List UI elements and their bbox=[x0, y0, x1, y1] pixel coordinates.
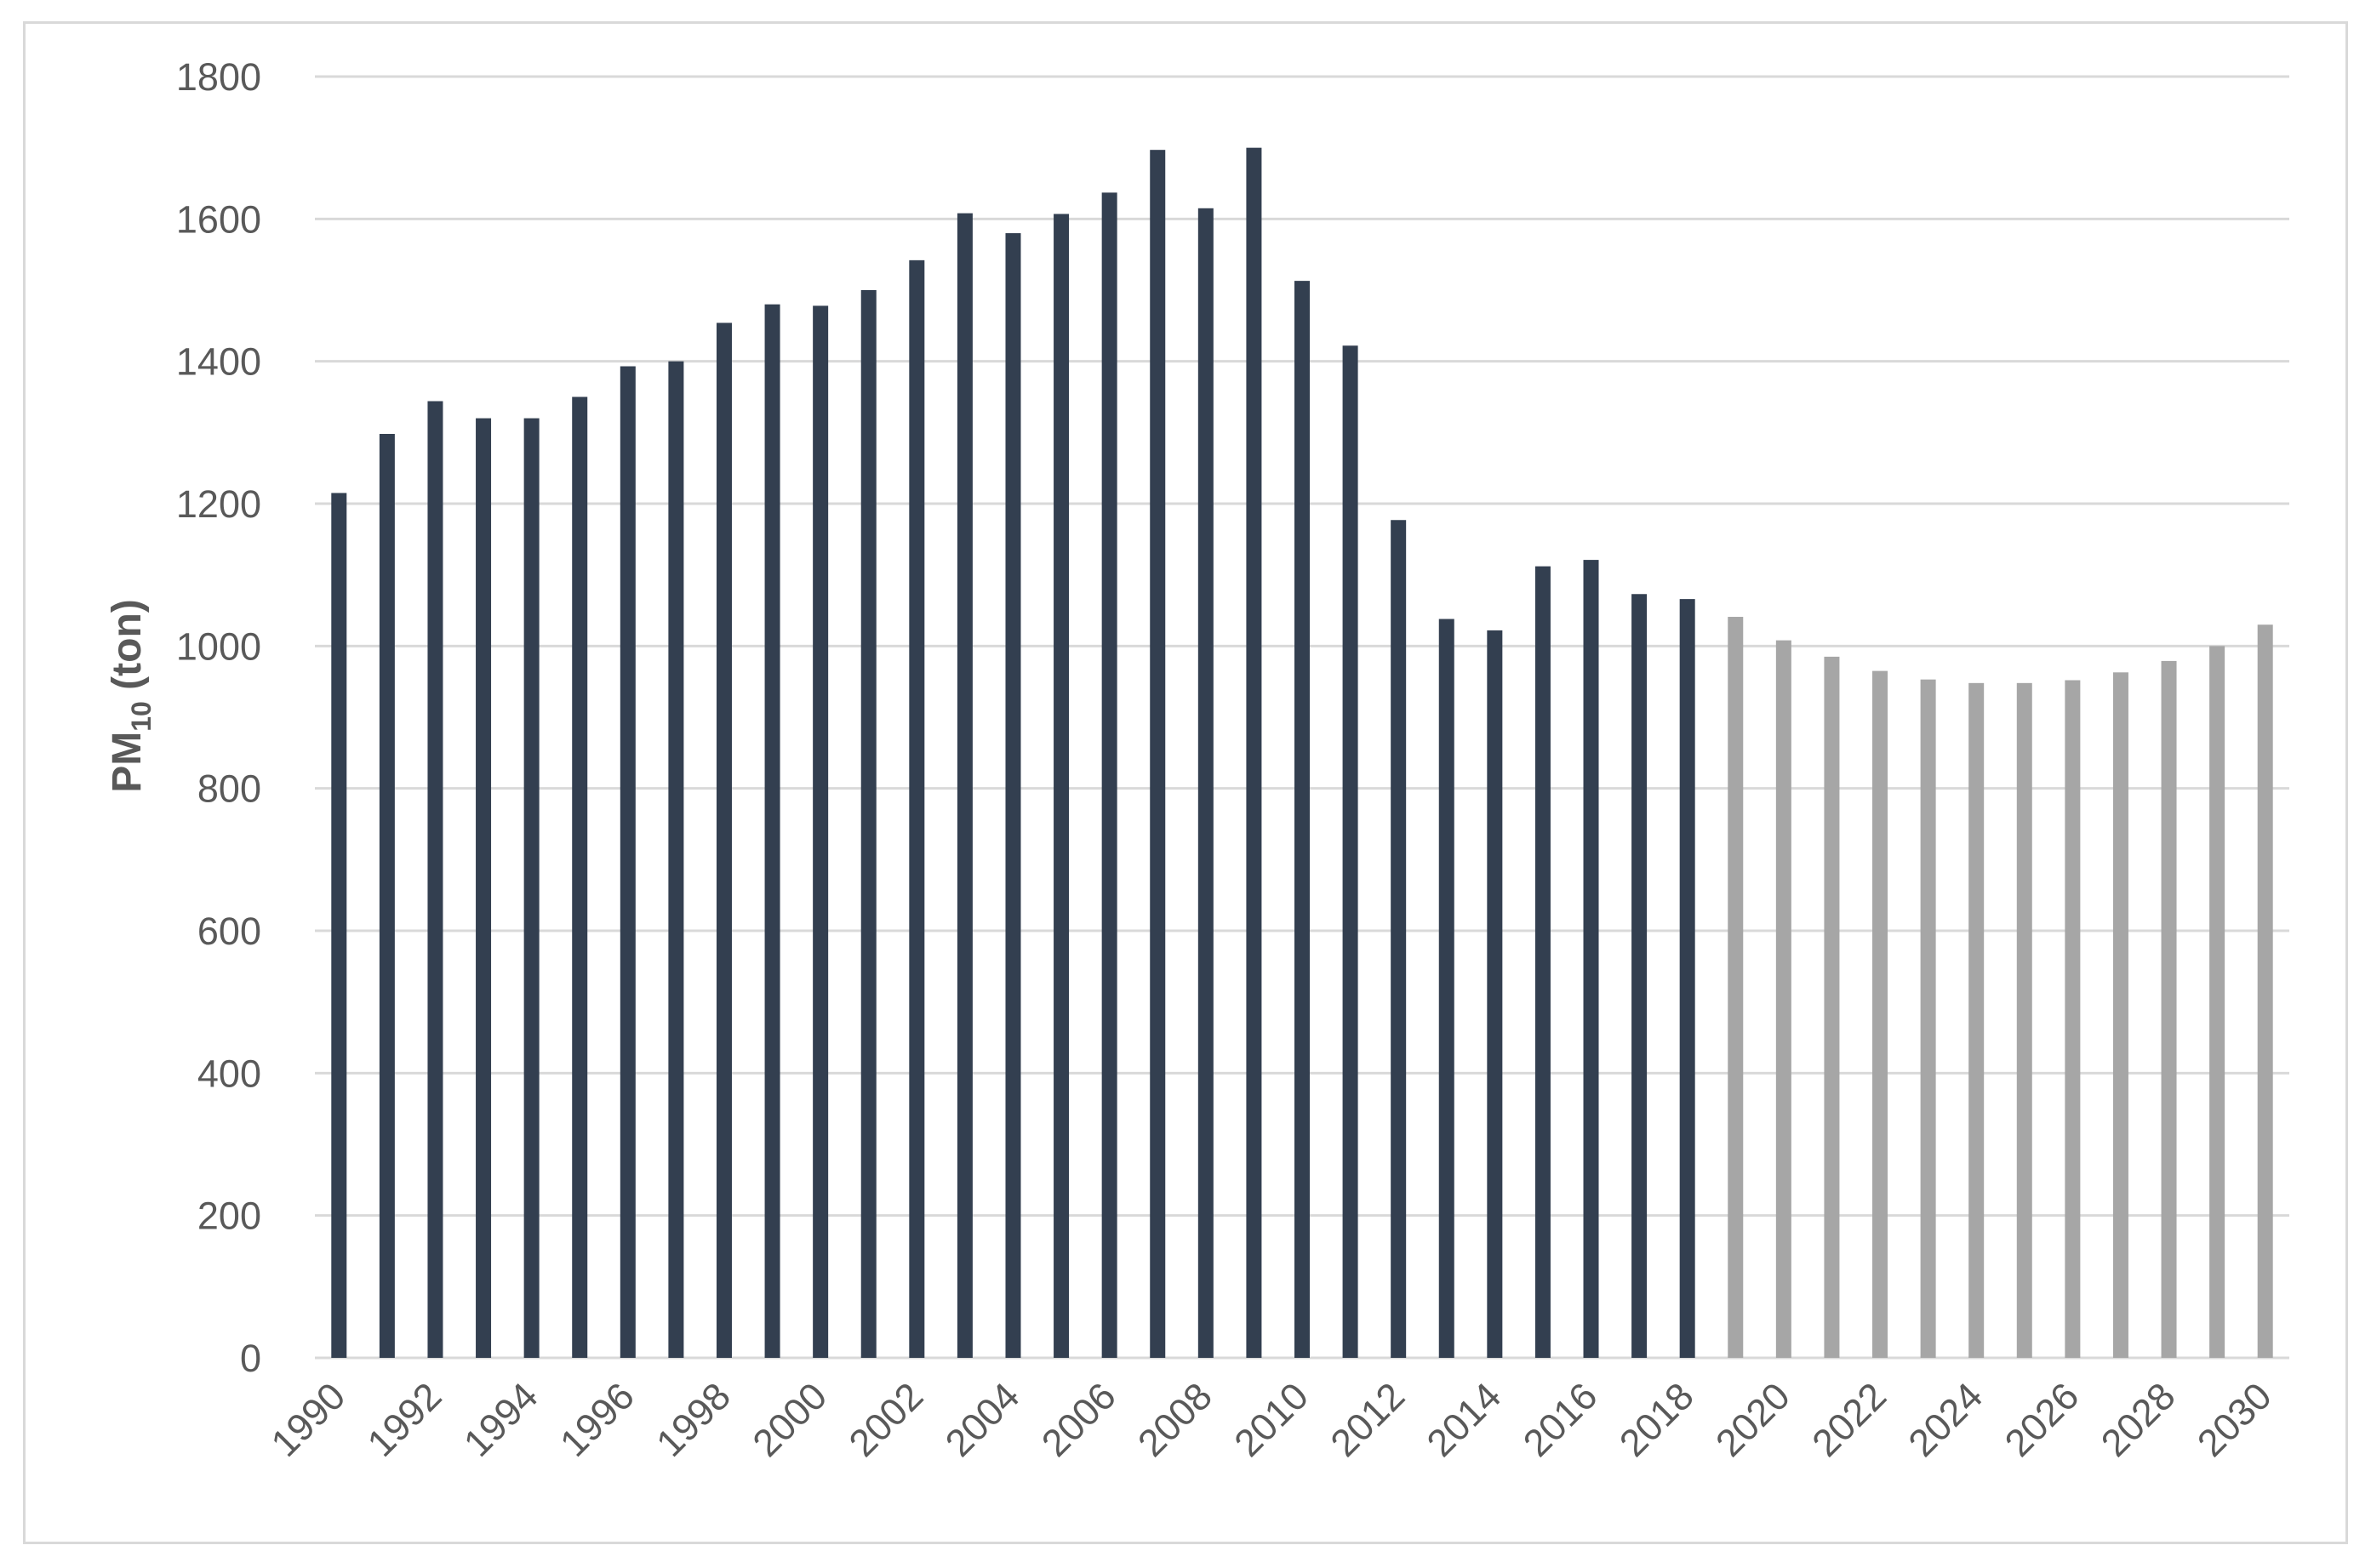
y-axis-title: PM10 (ton) bbox=[105, 599, 157, 793]
x-tick-labels: 1990 1992 1994 1996 1998 2000 2002 2004 2006 2008… bbox=[263, 1374, 2280, 1465]
bar-2029 bbox=[2209, 646, 2225, 1358]
bar-2006 bbox=[1101, 192, 1117, 1358]
bar-2001 bbox=[860, 290, 877, 1358]
bar-2015 bbox=[1534, 566, 1551, 1358]
bar-2009 bbox=[1246, 147, 1262, 1359]
bar-2002 bbox=[909, 259, 925, 1358]
x-tick-label-1992: 1992 bbox=[359, 1374, 450, 1465]
bar-2023 bbox=[1920, 679, 1936, 1358]
bar-2025 bbox=[2016, 682, 2032, 1358]
bar-2005 bbox=[1054, 214, 1070, 1358]
bar-2027 bbox=[2112, 672, 2128, 1358]
x-tick-label-1998: 1998 bbox=[648, 1374, 739, 1465]
x-tick-label-2016: 2016 bbox=[1515, 1374, 1606, 1465]
y-tick-label-1400: 1400 bbox=[176, 340, 261, 384]
bar-2024 bbox=[1968, 682, 1985, 1358]
bar-2020 bbox=[1775, 640, 1791, 1358]
x-tick-label-2018: 2018 bbox=[1611, 1374, 1702, 1465]
bar-2021 bbox=[1824, 656, 1840, 1358]
y-tick-label-1800: 1800 bbox=[176, 55, 261, 99]
x-tick-label-2002: 2002 bbox=[841, 1374, 932, 1465]
y-tick-label-1000: 1000 bbox=[176, 624, 261, 668]
y-axis-title-subscript: 10 bbox=[126, 701, 157, 732]
bar-2012 bbox=[1391, 520, 1407, 1358]
x-tick-label-2028: 2028 bbox=[2093, 1374, 2184, 1465]
bars bbox=[331, 147, 2273, 1359]
bar-1998 bbox=[716, 322, 732, 1358]
x-tick-label-2010: 2010 bbox=[1225, 1374, 1317, 1465]
x-tick-label-2022: 2022 bbox=[1803, 1374, 1894, 1465]
bar-1996 bbox=[620, 366, 636, 1359]
x-tick-label-2008: 2008 bbox=[1129, 1374, 1220, 1465]
y-axis-title-main: PM bbox=[105, 732, 150, 793]
bar-2007 bbox=[1150, 150, 1166, 1359]
bar-1997 bbox=[668, 361, 684, 1359]
x-tick-label-2004: 2004 bbox=[937, 1374, 1028, 1465]
y-tick-label-0: 0 bbox=[240, 1337, 261, 1380]
bar-2019 bbox=[1728, 617, 1744, 1358]
bar-1991 bbox=[379, 434, 395, 1359]
x-tick-label-2026: 2026 bbox=[1997, 1374, 2088, 1465]
bar-2016 bbox=[1583, 560, 1599, 1358]
bar-2004 bbox=[1005, 233, 1021, 1358]
x-tick-label-2012: 2012 bbox=[1322, 1374, 1413, 1465]
bar-1992 bbox=[427, 401, 443, 1358]
bar-2030 bbox=[2257, 624, 2273, 1358]
bar-2011 bbox=[1342, 345, 1358, 1358]
y-tick-label-200: 200 bbox=[197, 1195, 261, 1238]
bar-2017 bbox=[1631, 594, 1648, 1358]
bar-2022 bbox=[1872, 670, 1888, 1358]
x-tick-label-2030: 2030 bbox=[2189, 1374, 2280, 1465]
bar-1999 bbox=[764, 304, 780, 1358]
y-tick-label-800: 800 bbox=[197, 767, 261, 811]
bar-2018 bbox=[1679, 599, 1695, 1358]
bar-2026 bbox=[2065, 680, 2081, 1358]
x-tick-label-2024: 2024 bbox=[1900, 1374, 1991, 1465]
bar-1995 bbox=[572, 396, 588, 1358]
y-tick-label-1600: 1600 bbox=[176, 197, 261, 241]
bar-2013 bbox=[1438, 619, 1454, 1358]
x-tick-label-2006: 2006 bbox=[1033, 1374, 1124, 1465]
x-tick-label-2014: 2014 bbox=[1419, 1374, 1510, 1465]
bar-1993 bbox=[476, 418, 492, 1359]
x-tick-label-1990: 1990 bbox=[263, 1374, 354, 1465]
chart-frame: 0 200 400 600 800 1000 1200 1400 1600 1800 1990 19… bbox=[23, 21, 2348, 1544]
y-axis-title-suffix: (ton) bbox=[105, 599, 150, 701]
bar-2028 bbox=[2161, 660, 2177, 1358]
bar-2000 bbox=[813, 305, 829, 1358]
y-tick-label-1200: 1200 bbox=[176, 482, 261, 526]
x-tick-label-1994: 1994 bbox=[455, 1374, 546, 1465]
x-tick-label-1996: 1996 bbox=[551, 1374, 643, 1465]
x-tick-label-2000: 2000 bbox=[744, 1374, 835, 1465]
bar-2008 bbox=[1197, 208, 1214, 1359]
x-tick-label-2020: 2020 bbox=[1707, 1374, 1798, 1465]
y-tick-labels: 0 200 400 600 800 1000 1200 1400 1600 1800 bbox=[176, 55, 261, 1380]
bar-1994 bbox=[523, 418, 540, 1359]
bar-2010 bbox=[1294, 281, 1310, 1359]
y-tick-label-400: 400 bbox=[197, 1052, 261, 1095]
bar-2003 bbox=[957, 213, 973, 1358]
bar-2014 bbox=[1487, 630, 1503, 1358]
bar-1990 bbox=[331, 493, 347, 1358]
y-tick-label-600: 600 bbox=[197, 909, 261, 953]
